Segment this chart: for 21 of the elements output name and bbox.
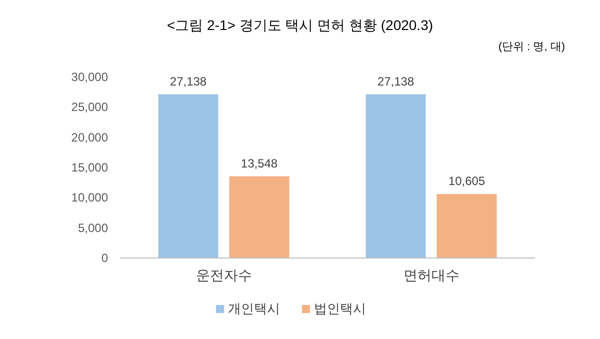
y-tick-label: 25,000 [71,100,108,114]
y-tick-label: 15,000 [71,160,108,174]
data-label: 27,138 [377,74,414,88]
bar [229,176,290,258]
y-tick-label: 10,000 [71,190,108,205]
x-tick-label: 운전자수 [196,267,252,283]
legend-label: 개인택시 [228,301,280,316]
data-label: 13,548 [240,156,278,170]
bar [366,94,426,258]
chart-subtitle: (단위 : 명, 대) [498,41,565,53]
data-label: 10,605 [448,174,486,188]
bar [158,94,218,258]
data-label: 27,138 [170,74,207,88]
x-tick-label: 면허대수 [403,267,460,283]
y-tick-label: 0 [101,251,108,265]
y-tick-label: 30,000 [71,70,108,84]
bar [436,194,497,258]
chart-title: <그림 2-1> 경기도 택시 면허 현황 (2020.3) [166,17,434,33]
y-tick-label: 20,000 [71,130,108,144]
legend-label: 법인택시 [314,301,366,316]
y-tick-label: 5,000 [78,220,108,235]
